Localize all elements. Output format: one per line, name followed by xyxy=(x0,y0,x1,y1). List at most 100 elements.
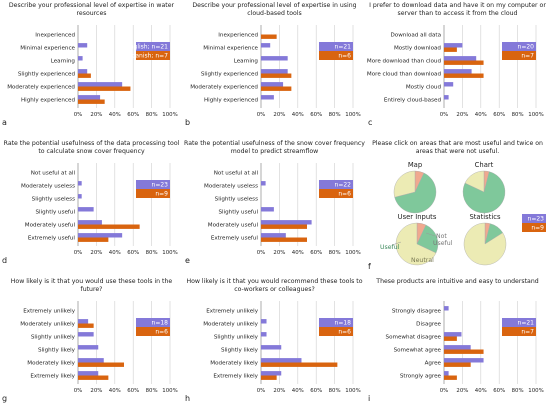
tick-label: 60% xyxy=(127,388,139,394)
category-label: Extremely unlikely xyxy=(206,309,258,315)
bar xyxy=(78,86,131,91)
bar xyxy=(78,323,94,328)
bar xyxy=(78,43,88,48)
legend-swatch xyxy=(136,327,170,336)
legend-swatch xyxy=(502,42,536,51)
category-label: Agree xyxy=(425,361,442,367)
pie-slice xyxy=(416,224,439,254)
bar xyxy=(78,69,88,74)
bar-chart-svg: 0% 20% 40% 60% 80% 100% Not useful at all Moder… xyxy=(204,163,361,256)
tick-label: 100% xyxy=(528,388,543,394)
tick-label: 80% xyxy=(146,388,158,394)
legend-label: n=6 xyxy=(155,329,168,336)
bar xyxy=(78,194,82,199)
tick-label: 40% xyxy=(292,112,304,118)
tick-label: 60% xyxy=(127,112,139,118)
bar xyxy=(444,371,449,376)
legend-swatch xyxy=(522,223,546,232)
chart-title: Please click on areas that are most usef… xyxy=(372,140,543,155)
legend-label: n=7 xyxy=(521,329,534,336)
category-label: Moderately unlikely xyxy=(203,322,258,328)
bar-chart-svg: 0% 20% 40% 60% 80% 100% Not useful at all Moder… xyxy=(21,163,178,256)
chart-panel-d: Rate the potential usefulness of the dat… xyxy=(0,138,183,275)
legend-label: n=9 xyxy=(531,225,544,232)
bar xyxy=(78,362,124,367)
bar xyxy=(261,56,288,61)
category-label: Extremely useful xyxy=(28,236,76,242)
chart-title: Describe your professional level of expe… xyxy=(192,2,357,17)
category-label: Not useful at all xyxy=(31,171,76,177)
category-label: More cloud than download xyxy=(367,72,442,78)
chart-panel-f: Please click on areas that are most usef… xyxy=(366,138,549,275)
bar xyxy=(444,332,462,337)
tick-label: 80% xyxy=(329,250,341,256)
tick-label: 60% xyxy=(493,112,505,118)
category-label: Highly experienced xyxy=(21,98,76,104)
bar xyxy=(78,99,105,104)
category-label: Highly experienced xyxy=(204,98,259,104)
slice-label-not-useful: Not xyxy=(436,233,447,240)
chart-panel-h: How likely is it that you would recommen… xyxy=(183,276,366,413)
bar xyxy=(261,332,267,337)
legend-label: n=23 xyxy=(528,216,545,223)
legend-label: n=6 xyxy=(338,329,351,336)
tick-label: 20% xyxy=(456,388,468,394)
category-label: Somewhat disagree xyxy=(386,335,442,341)
bar xyxy=(444,73,484,78)
tick-label: 80% xyxy=(329,112,341,118)
tick-label: 20% xyxy=(90,112,102,118)
bar xyxy=(261,319,267,324)
category-label: Moderately likely xyxy=(210,361,258,367)
chart-title: How likely is it that you would recommen… xyxy=(186,278,363,293)
chart-title: I prefer to download data and have it on… xyxy=(369,2,546,17)
pie-slice xyxy=(464,170,485,193)
bar xyxy=(444,349,484,354)
bar-chart-svg: 0% 20% 40% 60% 80% 100% Extremely unlikely Mode… xyxy=(20,301,178,394)
tick-label: 60% xyxy=(310,112,322,118)
bar xyxy=(78,73,91,78)
legend-label: n=9 xyxy=(155,191,168,198)
pie-slice xyxy=(463,222,507,266)
bar xyxy=(444,95,449,100)
category-label: Slightly useful xyxy=(218,210,258,216)
bar xyxy=(444,375,457,380)
tick-label: 100% xyxy=(162,250,177,256)
tick-label: 20% xyxy=(90,388,102,394)
panel-letter: g xyxy=(2,394,8,403)
tick-label: 20% xyxy=(273,250,285,256)
bar xyxy=(444,362,471,367)
legend-swatch xyxy=(319,42,353,51)
tick-label: 80% xyxy=(146,112,158,118)
tick-label: 0% xyxy=(257,250,266,256)
legend-label: n=22 xyxy=(335,182,352,189)
tick-label: 60% xyxy=(310,250,322,256)
bar xyxy=(444,358,484,363)
category-label: Slightly useful xyxy=(35,210,75,216)
category-label: Extremely unlikely xyxy=(23,309,75,315)
category-label: Slightly likely xyxy=(38,348,76,354)
category-label: Slightly unlikely xyxy=(214,335,259,341)
bar xyxy=(261,43,271,48)
category-label: More download than cloud xyxy=(367,59,442,65)
pie-slice xyxy=(462,171,506,214)
bar xyxy=(78,237,109,242)
panel-letter: f xyxy=(368,262,371,271)
leader-line xyxy=(391,241,402,246)
bar xyxy=(444,82,454,87)
legend-swatch xyxy=(319,327,353,336)
legend-swatch xyxy=(502,327,536,336)
bar xyxy=(78,332,94,337)
legend-swatch xyxy=(319,318,353,327)
bar xyxy=(261,82,284,87)
slice-label-useful: Useful xyxy=(380,244,400,251)
legend-label: n=21 xyxy=(518,320,535,327)
category-label: Moderately useful xyxy=(25,223,76,229)
panel-letter: h xyxy=(185,394,191,403)
category-label: Slightly experienced xyxy=(18,72,76,78)
bar xyxy=(261,220,312,225)
pie-slice xyxy=(394,172,437,214)
bar xyxy=(78,375,109,380)
legend-swatch xyxy=(522,214,546,223)
bar xyxy=(78,345,99,350)
category-label: Extremely useful xyxy=(211,236,259,242)
